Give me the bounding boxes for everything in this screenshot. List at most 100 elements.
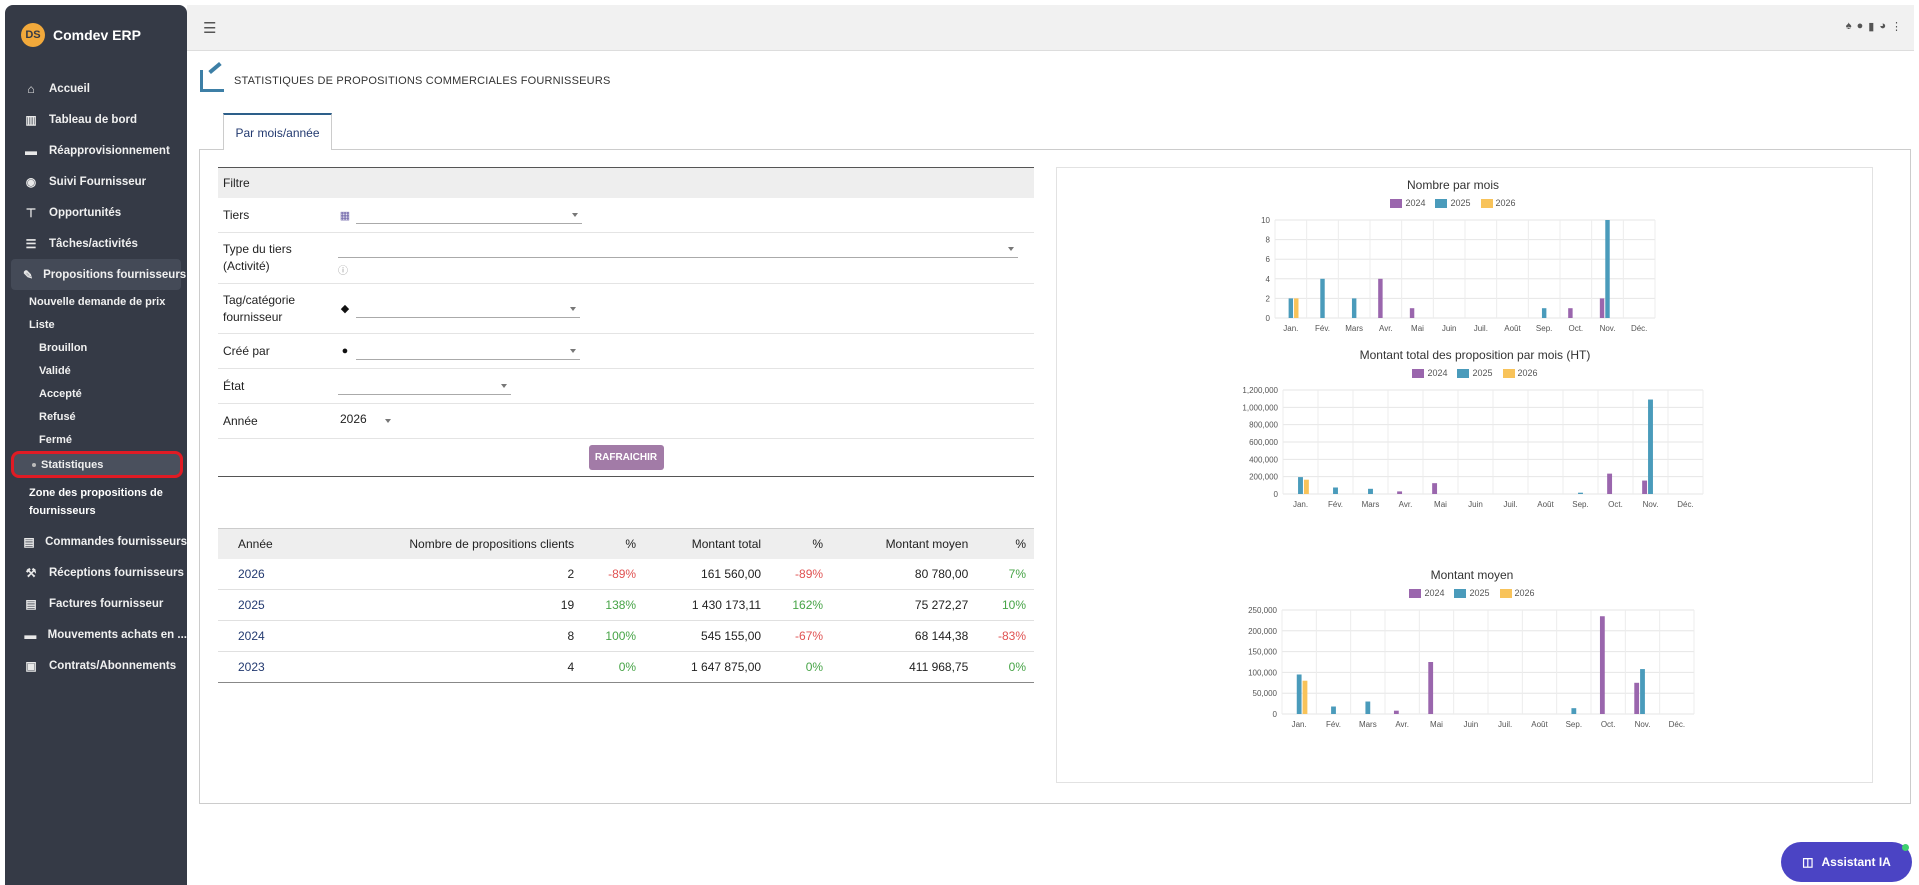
sidebar-item-propositions-fournisseurs[interactable]: ✎ Propositions fournisseurs [11,259,186,290]
y-tick-label: 400,000 [1249,455,1278,464]
sidebar-item-label: Propositions fournisseurs [43,268,187,281]
y-tick-label: 250,000 [1248,606,1277,615]
legend-swatch [1390,198,1403,208]
x-tick-label: Nov. [1600,324,1616,333]
chart-montant-total: Montant total des proposition par mois (… [1225,346,1725,546]
year-link[interactable]: 2025 [218,589,306,621]
bar-2024 [1378,278,1383,318]
sidebar-item-reapprovisionnement[interactable]: ▬ Réapprovisionnement [5,135,187,166]
tiers-select[interactable] [356,206,582,224]
table-header-row: Année Nombre de propositions clients % M… [218,528,1034,559]
sidebar-item-tableau-de-bord[interactable]: ▥ Tableau de bord [5,104,187,135]
etat-select[interactable] [338,377,511,395]
chart-title: Nombre par mois [1406,178,1500,192]
legend-item[interactable]: 2026 [1480,198,1516,208]
menu-toggle-icon[interactable]: ☰ [203,20,217,37]
sidebar-item-commandes-fournisseurs[interactable]: ▤ Commandes fournisseurs [5,526,187,557]
cell-count: 4 [305,651,583,683]
sub-item-zone-propositions[interactable]: Zone des propositions de fournisseurs [29,487,163,517]
cell-percent: 138% [582,589,645,621]
sidebar-item-mouvements-achats[interactable]: ▬ Mouvements achats en ... [5,619,187,650]
annee-select[interactable]: 2026 [338,412,395,430]
sidebar-item-contrats[interactable]: ▣ Contrats/Abonnements [5,650,187,681]
bar-2025 [1571,708,1577,714]
cell-total: 545 155,00 [644,620,770,652]
legend-item[interactable]: 2024 [1412,368,1447,378]
x-tick-label: Avr. [1395,720,1409,729]
sub-item-accepte[interactable]: Accepté [39,387,82,400]
type-tiers-select[interactable] [338,240,1018,258]
sub-item-brouillon[interactable]: Brouillon [39,341,88,354]
bar-2024 [1397,491,1403,494]
cell-total: 1 647 875,00 [644,651,770,683]
sub-item-liste[interactable]: Liste [29,318,55,331]
cell-average: 68 144,38 [831,620,977,652]
app-name: Comdev ERP [53,27,141,43]
page-title: STATISTIQUES DE PROPOSITIONS COMMERCIALE… [234,75,611,87]
x-tick-label: Avr. [1379,324,1393,333]
chat-icon[interactable]: ● [1856,20,1864,32]
filter-label: Type du tiers (Activité) [223,242,292,273]
column-header: Année [218,528,306,559]
year-link[interactable]: 2023 [218,651,306,683]
filter-header: Filtre [218,167,1034,198]
user-icon[interactable]: ◕ [1879,20,1886,32]
x-tick-label: Août [1537,500,1554,509]
year-link[interactable]: 2024 [218,620,306,652]
cell-count: 19 [305,589,583,621]
cree-par-select[interactable] [356,342,580,360]
x-tick-label: Oct. [1568,324,1583,333]
tab-par-mois-annee[interactable]: Par mois/année [223,113,332,150]
notification-icon[interactable]: ♠ [1845,20,1852,32]
filter-label: Année [223,413,258,428]
home-icon: ⌂ [27,81,35,96]
brand[interactable]: DS Comdev ERP [5,5,187,65]
year-link[interactable]: 2026 [218,558,306,590]
sub-item-refuse[interactable]: Refusé [39,410,76,423]
bar-2024 [1599,616,1605,714]
x-tick-label: Oct. [1601,720,1616,729]
sub-item-valide[interactable]: Validé [39,364,71,377]
bullet-icon [32,462,36,467]
legend-label: 2025 [1450,198,1471,208]
sidebar-item-factures-fournisseur[interactable]: ▤ Factures fournisseur [5,588,187,619]
top-bar: ☰ ♠ ● ▮ ◕ ⋮ [187,5,1914,51]
legend-item[interactable]: 2024 [1409,588,1444,598]
assistant-ia-button[interactable]: ◫ Assistant IA [1781,842,1912,882]
legend-label: 2026 [1514,588,1535,598]
legend-item[interactable]: 2025 [1435,198,1471,208]
sub-item-statistiques[interactable]: Statistiques [11,451,183,478]
sidebar-item-accueil[interactable]: ⌂ Accueil [5,73,187,104]
bar-2024 [1432,483,1438,494]
sidebar-item-opportunites[interactable]: ⊤ Opportunités [5,197,187,228]
legend-label: 2025 [1469,588,1490,598]
more-options-icon[interactable]: ⋮ [1891,21,1902,33]
legend-item[interactable]: 2026 [1502,368,1538,378]
column-header: Montant moyen [831,528,977,559]
cell-total: 161 560,00 [644,558,770,590]
refresh-button[interactable]: RAFRAICHIR [588,445,664,470]
sidebar-item-taches[interactable]: ☰ Tâches/activités [5,228,187,259]
legend-swatch [1502,368,1515,378]
tasks-icon: ☰ [25,236,37,251]
legend-item[interactable]: 2025 [1457,368,1493,378]
filter-control: ◆ [338,300,1034,318]
x-tick-label: Jan. [1283,324,1298,333]
tag-select[interactable] [356,300,580,318]
table-row: 2025 19 138% 1 430 173,11 162% 75 272,27… [218,589,1034,621]
clipboard-icon[interactable]: ▮ [1868,21,1875,33]
cell-percent: -67% [769,620,832,652]
sidebar-item-suivi-fournisseur[interactable]: ◉ Suivi Fournisseur [5,166,187,197]
cell-count: 8 [305,620,583,652]
bar-2025 [1578,492,1583,494]
y-tick-label: 600,000 [1249,438,1278,447]
bar-2024 [1428,662,1434,714]
legend-item[interactable]: 2026 [1499,588,1535,598]
sub-item-ferme[interactable]: Fermé [39,433,73,446]
bar-2024 [1634,682,1640,714]
sub-item-nouvelle-demande[interactable]: Nouvelle demande de prix [29,295,166,308]
legend-item[interactable]: 2024 [1390,198,1425,208]
legend-item[interactable]: 2025 [1454,588,1490,598]
sidebar-item-receptions-fournisseurs[interactable]: ⚒ Réceptions fournisseurs [5,557,187,588]
y-tick-label: 800,000 [1249,421,1278,430]
